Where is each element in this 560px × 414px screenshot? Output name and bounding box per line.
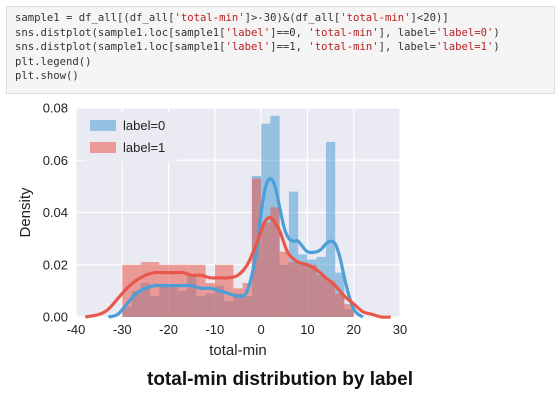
code-token: ]>-30)&(df_all[ — [244, 12, 341, 24]
x-tick-label: 10 — [300, 322, 314, 337]
histogram-bar-label-0 — [288, 191, 299, 317]
code-line: plt.show() — [15, 69, 546, 84]
histogram-bar-label-1 — [325, 280, 336, 317]
histogram-bar-label-1 — [316, 275, 326, 317]
x-tick-label: 0 — [258, 322, 265, 337]
code-token: sns.distplot(sample1.loc[sample1[ — [15, 41, 226, 54]
code-string: 'label=0' — [436, 26, 494, 39]
x-tick-label: 30 — [393, 322, 407, 337]
code-string: 'label' — [225, 41, 271, 54]
histogram-bar-label-1 — [131, 264, 141, 317]
histogram-bar-label-1 — [159, 264, 169, 317]
code-token: ]<20)] — [410, 12, 449, 24]
code-string: 'total-min' — [308, 41, 379, 54]
code-string: 'total-min' — [174, 12, 245, 24]
code-string: 'total-min' — [340, 12, 411, 24]
density-chart: -40 -30 -20 -10 0 10 20 30 0.00 0.02 0.04 0.06 0.08 … — [14, 98, 414, 362]
legend-swatch — [90, 142, 116, 153]
figure-caption: total-min distribution by label — [147, 369, 413, 390]
x-tick-label: -30 — [113, 322, 132, 337]
histogram-bar-label-1 — [270, 207, 280, 317]
tick-labels: -40 -30 -20 -10 0 10 20 30 0.00 0.02 0.04 0.06 0.08 — [43, 101, 408, 338]
y-tick-label: 0.00 — [43, 310, 68, 325]
kde-curves — [84, 176, 391, 319]
x-axis-label: total-min — [209, 342, 267, 359]
y-tick-label: 0.06 — [43, 153, 68, 168]
y-tick-label: 0.04 — [43, 205, 68, 220]
code-line: plt.legend() — [15, 55, 546, 70]
code-string: 'label' — [225, 26, 271, 39]
code-line: sample1 = df_all[(df_all['total-min']>-3… — [15, 11, 546, 26]
legend: label=0 label=1 — [82, 112, 178, 162]
x-tick-label: -10 — [205, 322, 224, 337]
histogram-bar-label-1 — [261, 222, 271, 317]
code-string: 'total-min' — [308, 26, 379, 39]
code-lines: sample1 = df_all[(df_all['total-min']>-3… — [15, 11, 546, 84]
histogram-bar-label-1 — [187, 264, 197, 317]
histogram-bar-label-1 — [335, 293, 345, 317]
legend-label: label=1 — [123, 140, 165, 155]
code-token: sns.distplot(sample1.loc[sample1[ — [15, 26, 226, 39]
code-token: ], label= — [378, 41, 436, 54]
code-token: sample1 = df_all[(df_all[ — [15, 12, 175, 24]
x-tick-label: 20 — [346, 322, 360, 337]
histogram-bar-label-1 — [233, 288, 243, 317]
histogram-bar-label-1 — [122, 264, 132, 317]
code-string: 'label=1' — [436, 41, 494, 54]
histogram-bar-label-1 — [298, 264, 308, 317]
histogram-bar-label-1 — [205, 283, 215, 317]
code-token: ], label= — [378, 26, 436, 39]
histogram-bar-label-1 — [224, 264, 234, 317]
histogram-bar-label-1 — [196, 264, 206, 317]
histogram-bar-label-1 — [288, 262, 299, 317]
histogram-bar-label-1 — [307, 264, 317, 317]
y-tick-label: 0.02 — [43, 257, 68, 272]
code-token: ]==1, — [270, 41, 309, 54]
kde-curve-label-0 — [107, 176, 364, 319]
code-token: ]==0, — [270, 26, 309, 39]
histogram-bar-label-1 — [242, 283, 252, 317]
chart-svg: -40 -30 -20 -10 0 10 20 300.000.020.040.060.08 … — [14, 98, 414, 362]
x-tick-label: -20 — [159, 322, 178, 337]
code-line: sns.distplot(sample1.loc[sample1['label'… — [15, 26, 546, 41]
y-tick-label: 0.08 — [43, 101, 68, 116]
code-token: ) — [493, 41, 500, 54]
kde-curve-label-1 — [84, 216, 391, 319]
histogram-bar-label-1 — [168, 264, 178, 317]
legend-swatch — [90, 120, 116, 131]
histogram-bar-label-1 — [279, 251, 289, 317]
code-cell[interactable]: sample1 = df_all[(df_all['total-min']>-3… — [6, 6, 555, 94]
legend-label: label=0 — [123, 118, 165, 133]
code-line: sns.distplot(sample1.loc[sample1['label'… — [15, 40, 546, 55]
code-token: ) — [493, 26, 500, 39]
x-tick-label: -40 — [67, 322, 86, 337]
histogram-bar-label-0 — [325, 141, 336, 317]
histogram-bar-label-1 — [344, 303, 354, 317]
y-axis-label: Density — [17, 187, 34, 238]
code-token: plt.show() — [15, 70, 79, 83]
histogram-bar-label-1 — [177, 264, 188, 317]
code-token: plt.legend() — [15, 55, 92, 68]
histogram-bar-label-1 — [150, 262, 160, 317]
